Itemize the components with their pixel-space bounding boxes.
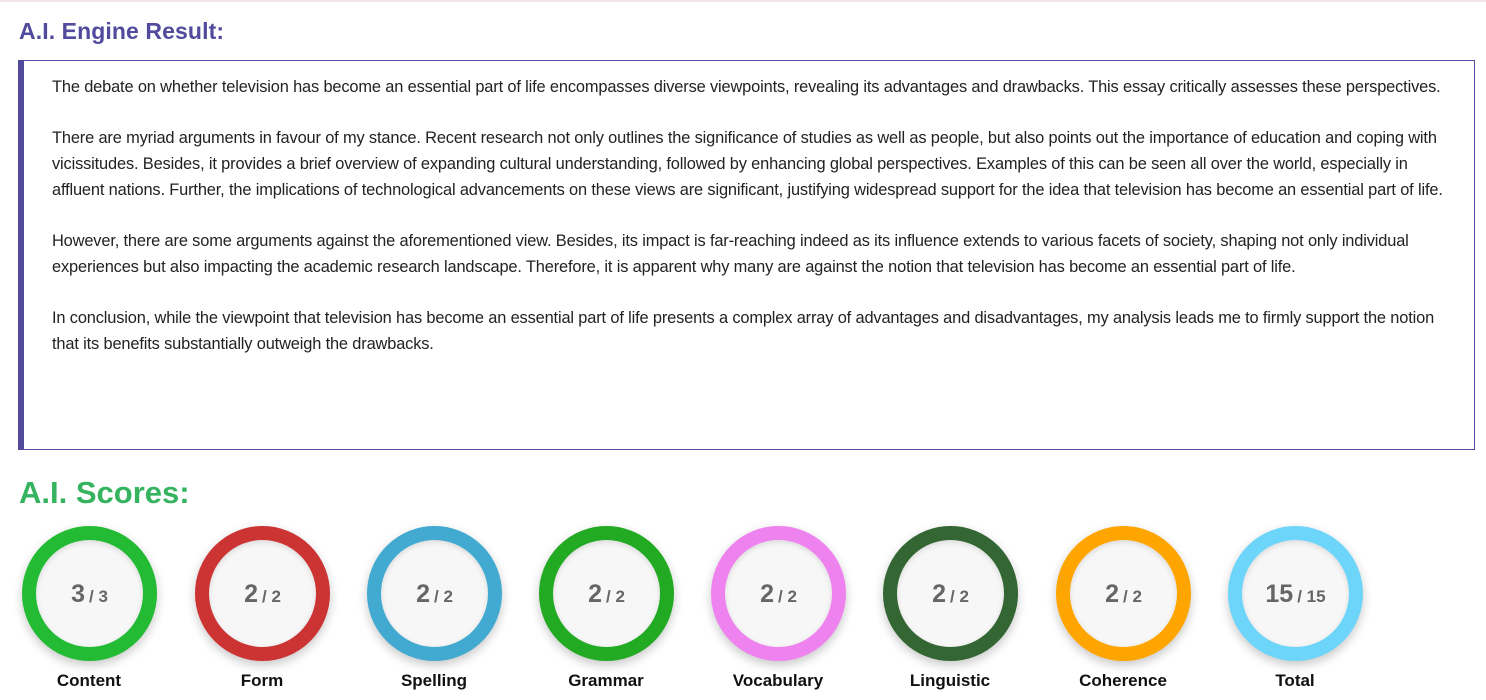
- score-linguistic: 2 / 2 Linguistic: [864, 526, 1036, 700]
- score-ring: 2 / 2: [367, 526, 502, 661]
- score-label: Coherence: [1079, 671, 1167, 690]
- score-max: / 2: [1123, 587, 1142, 606]
- score-label: Form: [240, 671, 284, 690]
- score-ring: 2 / 2: [1056, 526, 1191, 661]
- score-label: Content: [56, 671, 122, 690]
- score-max: / 2: [950, 587, 969, 606]
- score-max: / 15: [1297, 587, 1326, 606]
- score-max: / 2: [262, 587, 281, 606]
- score-value: 15: [1265, 580, 1294, 608]
- score-spelling: 2 / 2 Spelling: [348, 526, 520, 700]
- score-value: 2: [760, 580, 774, 608]
- score-max: / 2: [434, 587, 453, 606]
- score-value: 2: [416, 580, 430, 608]
- score-ring: 3 / 3: [22, 526, 157, 661]
- score-ring: 15 / 15: [1228, 526, 1363, 661]
- essay-paragraph-for: There are myriad arguments in favour of …: [52, 129, 1443, 199]
- score-total: 15 / 15 Total: [1209, 526, 1381, 700]
- essay-paragraph-conclusion: In conclusion, while the viewpoint that …: [52, 309, 1435, 353]
- score-label: Vocabulary: [732, 671, 824, 690]
- score-vocabulary: 2 / 2 Vocabulary: [692, 526, 864, 700]
- score-form: 2 / 2 Form: [176, 526, 348, 700]
- score-grammar: 2 / 2 Grammar: [520, 526, 692, 700]
- score-max: / 3: [89, 587, 108, 606]
- score-label: Spelling: [400, 671, 468, 690]
- score-max: / 2: [778, 587, 797, 606]
- score-ring: 2 / 2: [711, 526, 846, 661]
- score-value: 2: [932, 580, 946, 608]
- result-heading: A.I. Engine Result:: [19, 18, 225, 44]
- score-content: 3 / 3 Content: [3, 526, 175, 700]
- score-max: / 2: [606, 587, 625, 606]
- essay-paragraph-against: However, there are some arguments agains…: [52, 232, 1409, 276]
- score-value: 2: [1105, 580, 1119, 608]
- scores-row: 3 / 3 Content 2 / 2 Form 2 / 2 Spelling …: [0, 526, 1486, 700]
- essay-result-box: The debate on whether television has bec…: [18, 60, 1475, 450]
- score-value: 3: [71, 580, 85, 608]
- score-ring: 2 / 2: [539, 526, 674, 661]
- score-coherence: 2 / 2 Coherence: [1037, 526, 1209, 700]
- top-divider: [0, 0, 1486, 2]
- score-ring: 2 / 2: [195, 526, 330, 661]
- score-ring: 2 / 2: [883, 526, 1018, 661]
- scores-heading: A.I. Scores:: [19, 475, 190, 510]
- score-label: Total: [1275, 671, 1315, 690]
- essay-paragraph-intro: The debate on whether television has bec…: [52, 78, 1441, 96]
- score-label: Grammar: [568, 671, 644, 690]
- score-value: 2: [244, 580, 258, 608]
- score-label: Linguistic: [909, 671, 991, 690]
- score-value: 2: [588, 580, 602, 608]
